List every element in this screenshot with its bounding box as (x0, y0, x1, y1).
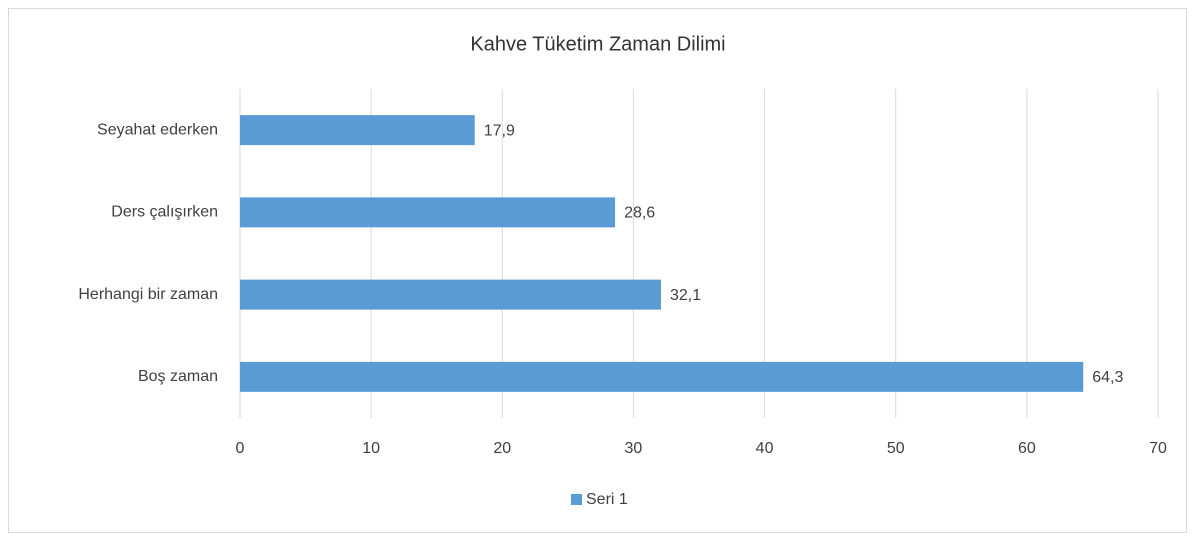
x-tick-label: 20 (493, 440, 511, 457)
bar (240, 279, 661, 310)
data-label: 17,9 (484, 122, 515, 139)
legend-label: Seri 1 (586, 491, 628, 508)
x-tick-label: 60 (1018, 440, 1036, 457)
bar (240, 361, 1084, 392)
data-label: 28,6 (624, 205, 655, 222)
x-tick-label: 30 (625, 440, 643, 457)
y-tick-label: Seyahat ederken (97, 121, 218, 138)
bar (240, 115, 475, 146)
data-label: 32,1 (670, 287, 701, 304)
y-tick-label: Boş zaman (138, 368, 218, 385)
bar (240, 197, 616, 228)
legend-swatch (571, 494, 582, 505)
chart-border (8, 8, 1187, 533)
x-tick-label: 10 (362, 440, 380, 457)
x-tick-label: 40 (756, 440, 774, 457)
y-tick-label: Herhangi bir zaman (78, 286, 218, 303)
chart-title: Kahve Tüketim Zaman Dilimi (470, 33, 725, 55)
data-label: 64,3 (1092, 369, 1123, 386)
y-tick-label: Ders çalışırken (111, 204, 218, 221)
x-tick-label: 50 (887, 440, 905, 457)
x-tick-label: 0 (236, 440, 245, 457)
x-tick-label: 70 (1149, 440, 1167, 457)
